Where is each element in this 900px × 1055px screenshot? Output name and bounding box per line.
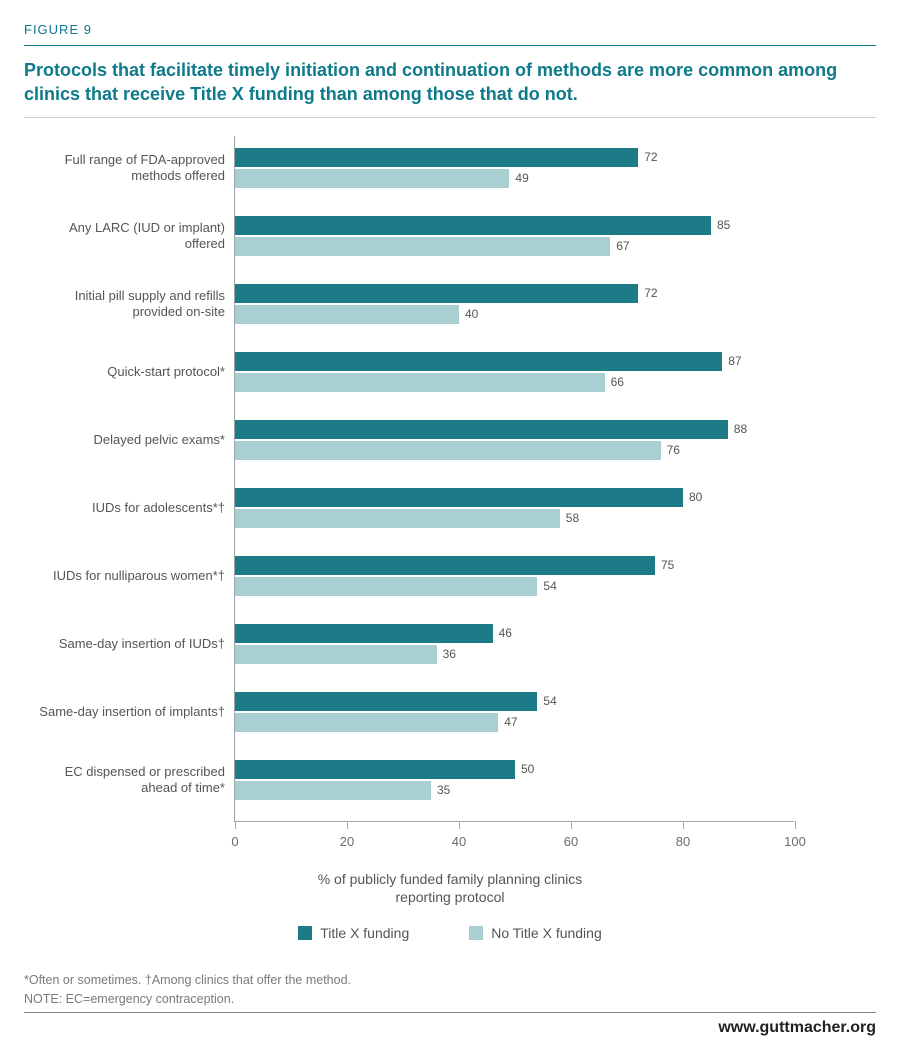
category-label: Quick-start protocol* bbox=[35, 363, 235, 379]
legend-item: Title X funding bbox=[298, 925, 409, 941]
legend-label: Title X funding bbox=[320, 925, 409, 941]
bar-value: 72 bbox=[638, 286, 657, 300]
chart-row: Full range of FDA-approved methods offer… bbox=[235, 142, 794, 194]
bar-titlex: 87 bbox=[235, 352, 722, 371]
bar-value: 72 bbox=[638, 150, 657, 164]
bar-value: 35 bbox=[431, 783, 450, 797]
chart-row: IUDs for nulliparous women*†7554 bbox=[235, 550, 794, 602]
chart: 0 20 40 60 80 100 Full range of FDA-approved m… bbox=[234, 136, 836, 862]
bar-notitlex: 58 bbox=[235, 509, 560, 528]
x-tick bbox=[235, 821, 236, 829]
bar-value: 87 bbox=[722, 354, 741, 368]
x-axis-label: % of publicly funded family planning cli… bbox=[24, 870, 876, 908]
bar-titlex: 80 bbox=[235, 488, 683, 507]
chart-row: Initial pill supply and refills provided… bbox=[235, 278, 794, 330]
x-tick-label: 80 bbox=[676, 834, 690, 849]
bar-titlex: 72 bbox=[235, 148, 638, 167]
chart-row: Quick-start protocol*8766 bbox=[235, 346, 794, 398]
bar-value: 49 bbox=[509, 171, 528, 185]
chart-row: Any LARC (IUD or implant) offered8567 bbox=[235, 210, 794, 262]
bar-value: 75 bbox=[655, 558, 674, 572]
chart-row: Same-day insertion of implants†5447 bbox=[235, 686, 794, 738]
bar-value: 58 bbox=[560, 511, 579, 525]
plot-area: 020406080100Full range of FDA-approved m… bbox=[234, 136, 794, 822]
x-tick bbox=[571, 821, 572, 829]
bar-titlex: 75 bbox=[235, 556, 655, 575]
legend-label: No Title X funding bbox=[491, 925, 602, 941]
bar-value: 67 bbox=[610, 239, 629, 253]
bar-value: 54 bbox=[537, 579, 556, 593]
category-label: Same-day insertion of IUDs† bbox=[35, 635, 235, 651]
x-tick bbox=[795, 821, 796, 829]
footer-rule bbox=[24, 1012, 876, 1013]
rule-thin bbox=[24, 117, 876, 118]
x-tick-label: 40 bbox=[452, 834, 466, 849]
bar-titlex: 85 bbox=[235, 216, 711, 235]
x-tick bbox=[459, 821, 460, 829]
chart-title: Protocols that facilitate timely initiat… bbox=[24, 58, 876, 107]
bar-titlex: 50 bbox=[235, 760, 515, 779]
legend-item: No Title X funding bbox=[469, 925, 602, 941]
bar-value: 85 bbox=[711, 218, 730, 232]
category-label: Initial pill supply and refills provided… bbox=[35, 287, 235, 320]
x-tick bbox=[347, 821, 348, 829]
chart-row: IUDs for adolescents*†8058 bbox=[235, 482, 794, 534]
bar-notitlex: 35 bbox=[235, 781, 431, 800]
bar-value: 66 bbox=[605, 375, 624, 389]
bar-value: 47 bbox=[498, 715, 517, 729]
legend: Title X funding No Title X funding bbox=[24, 925, 876, 941]
footnotes: *Often or sometimes. †Among clinics that… bbox=[24, 971, 876, 1007]
bar-notitlex: 49 bbox=[235, 169, 509, 188]
category-label: EC dispensed or prescribed ahead of time… bbox=[35, 763, 235, 796]
bar-value: 88 bbox=[728, 422, 747, 436]
bar-value: 46 bbox=[493, 626, 512, 640]
chart-row: EC dispensed or prescribed ahead of time… bbox=[235, 754, 794, 806]
legend-swatch bbox=[469, 926, 483, 940]
category-label: Full range of FDA-approved methods offer… bbox=[35, 151, 235, 184]
figure-label: FIGURE 9 bbox=[24, 22, 876, 37]
bar-notitlex: 36 bbox=[235, 645, 437, 664]
bar-notitlex: 67 bbox=[235, 237, 610, 256]
bar-titlex: 54 bbox=[235, 692, 537, 711]
category-label: IUDs for adolescents*† bbox=[35, 499, 235, 515]
category-label: IUDs for nulliparous women*† bbox=[35, 567, 235, 583]
bar-notitlex: 66 bbox=[235, 373, 605, 392]
bar-notitlex: 76 bbox=[235, 441, 661, 460]
source-url: www.guttmacher.org bbox=[24, 1019, 876, 1037]
bar-value: 36 bbox=[437, 647, 456, 661]
footnote-line: *Often or sometimes. †Among clinics that… bbox=[24, 971, 876, 989]
bar-notitlex: 47 bbox=[235, 713, 498, 732]
bar-value: 40 bbox=[459, 307, 478, 321]
chart-row: Delayed pelvic exams*8876 bbox=[235, 414, 794, 466]
bar-value: 80 bbox=[683, 490, 702, 504]
rule-top bbox=[24, 45, 876, 46]
category-label: Any LARC (IUD or implant) offered bbox=[35, 219, 235, 252]
bar-value: 50 bbox=[515, 762, 534, 776]
footnote-line: NOTE: EC=emergency contraception. bbox=[24, 990, 876, 1008]
category-label: Delayed pelvic exams* bbox=[35, 431, 235, 447]
chart-row: Same-day insertion of IUDs†4636 bbox=[235, 618, 794, 670]
x-tick bbox=[683, 821, 684, 829]
x-tick-label: 20 bbox=[340, 834, 354, 849]
bar-titlex: 46 bbox=[235, 624, 493, 643]
bar-value: 54 bbox=[537, 694, 556, 708]
x-tick-label: 100 bbox=[784, 834, 806, 849]
bar-titlex: 72 bbox=[235, 284, 638, 303]
bar-notitlex: 40 bbox=[235, 305, 459, 324]
x-tick-label: 60 bbox=[564, 834, 578, 849]
category-label: Same-day insertion of implants† bbox=[35, 703, 235, 719]
x-tick-label: 0 bbox=[231, 834, 238, 849]
bar-notitlex: 54 bbox=[235, 577, 537, 596]
bar-titlex: 88 bbox=[235, 420, 728, 439]
legend-swatch bbox=[298, 926, 312, 940]
bar-value: 76 bbox=[661, 443, 680, 457]
